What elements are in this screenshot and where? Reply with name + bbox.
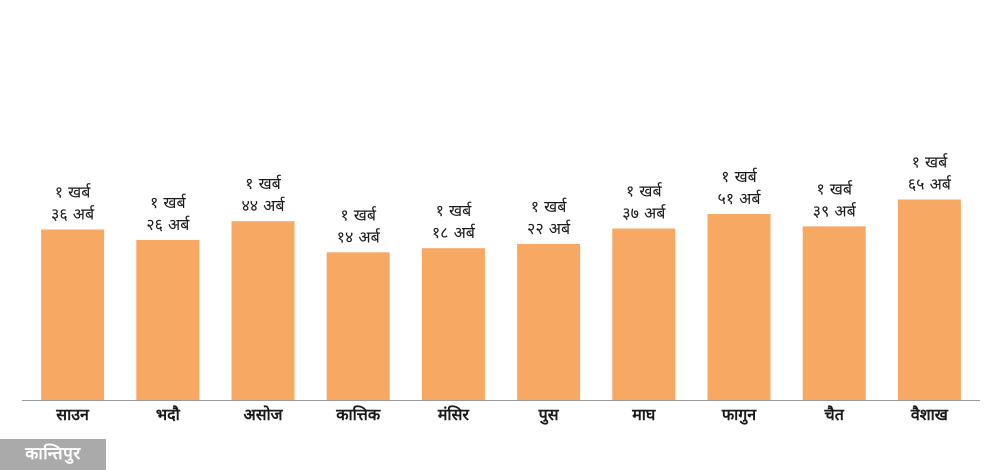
category-label-9: चैत <box>824 405 845 424</box>
category-label-10: वैशाख <box>910 405 949 424</box>
data-label-4-line-1: १ खर्ब <box>340 205 377 224</box>
data-label-9-line-2: ३९ अर्ब <box>813 201 857 220</box>
data-label-8-line-1: १ खर्ब <box>721 167 758 186</box>
data-label-7-line-1: १ खर्ब <box>626 182 663 201</box>
category-label-7: माघ <box>631 405 656 424</box>
category-label-4: कात्तिक <box>335 405 381 424</box>
bar-6 <box>517 244 581 400</box>
bar-5 <box>421 248 485 400</box>
bar-10 <box>897 199 961 400</box>
data-label-10-line-2: ६५ अर्ब <box>908 175 952 194</box>
data-label-5-line-1: १ खर्ब <box>436 201 473 220</box>
bar-8 <box>707 214 771 400</box>
data-label-1-line-1: १ खर्ब <box>55 183 92 202</box>
category-label-5: मंसिर <box>437 405 471 424</box>
data-label-8-line-2: ५१ अर्ब <box>717 189 761 208</box>
bar-3 <box>231 221 295 400</box>
data-label-9-line-1: १ खर्ब <box>816 179 853 198</box>
kantipur-logo: कान्तिपुर <box>0 439 106 470</box>
bar-7 <box>612 228 676 400</box>
data-label-4-line-2: १४ अर्ब <box>337 227 381 246</box>
bar-1 <box>41 229 105 400</box>
data-label-10-line-1: १ खर्ब <box>912 153 949 172</box>
category-label-8: फागुन <box>721 405 757 425</box>
data-label-6-line-1: १ खर्ब <box>531 197 568 216</box>
category-label-1: साउन <box>55 405 90 424</box>
data-label-1-line-2: ३६ अर्ब <box>51 205 95 224</box>
data-label-3-line-1: १ खर्ब <box>245 174 282 193</box>
category-label-2: भदौ <box>156 405 181 424</box>
data-label-2-line-2: २६ अर्ब <box>146 215 190 234</box>
bar-4 <box>326 252 390 400</box>
data-label-6-line-2: २२ अर्ब <box>527 219 571 238</box>
data-label-2-line-1: १ खर्ब <box>150 193 187 212</box>
category-label-6: पुस <box>538 405 560 425</box>
category-label-3: असोज <box>243 405 283 424</box>
data-label-7-line-2: ३७ अर्ब <box>622 204 666 223</box>
bar-9 <box>802 226 866 400</box>
bar-2 <box>136 239 200 400</box>
data-label-5-line-2: १८ अर्ब <box>432 223 476 242</box>
data-label-3-line-2: ४४ अर्ब <box>241 196 285 215</box>
